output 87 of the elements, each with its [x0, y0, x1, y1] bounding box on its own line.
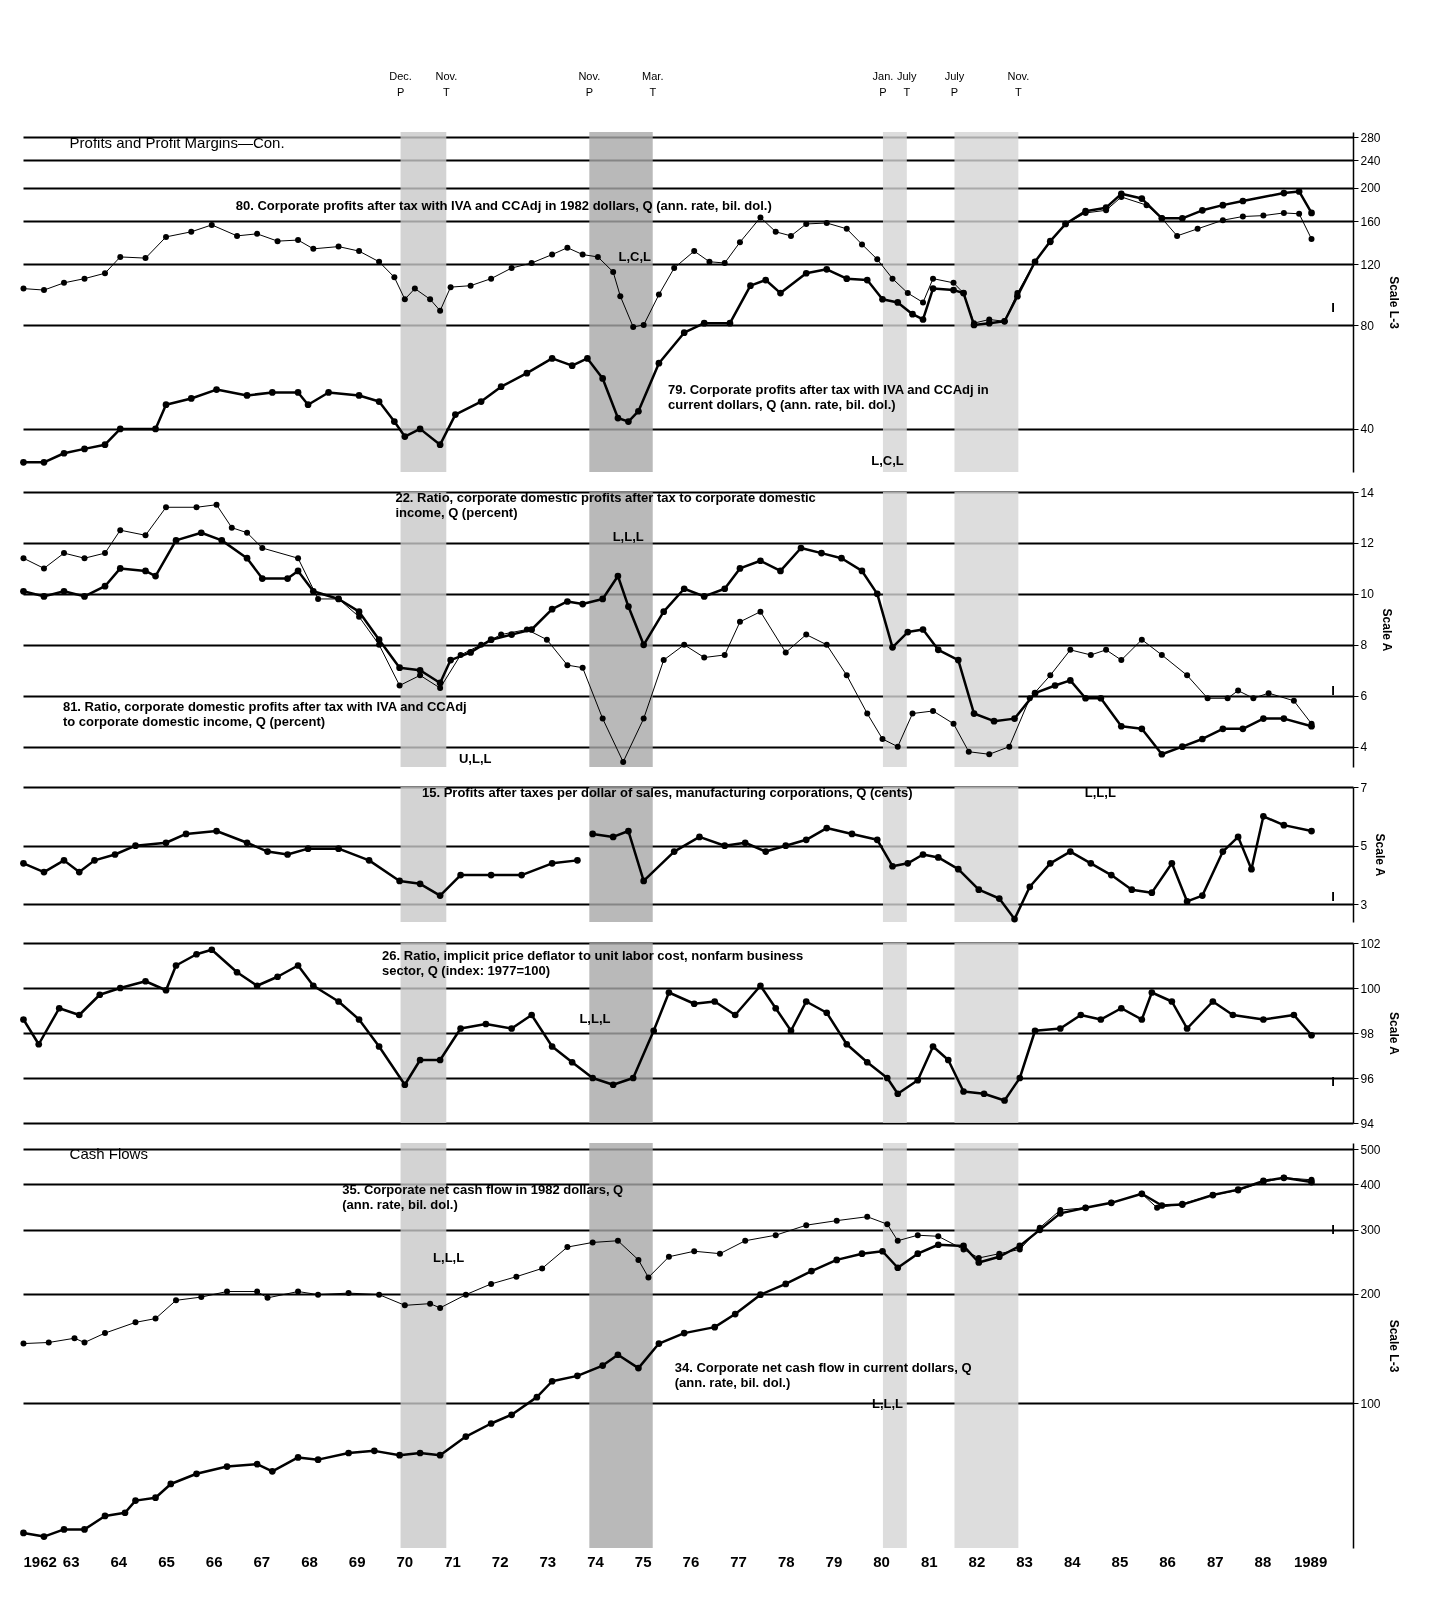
x-tick-label: 65	[158, 1552, 175, 1570]
y-tick-label: 100	[1360, 981, 1381, 996]
annotation: I	[1331, 888, 1335, 904]
text: Mar. T	[642, 69, 664, 98]
y-axis-title: Scale L-3	[1386, 276, 1401, 330]
x-tick-label: 88	[1254, 1552, 1272, 1570]
y-tick-label: 500	[1360, 1142, 1381, 1157]
y-tick-label: 240	[1360, 153, 1381, 168]
x-tick-label: 71	[444, 1552, 461, 1570]
x-tick-label: 72	[491, 1552, 509, 1570]
text: Dec. P	[389, 69, 412, 98]
series-label: 26. Ratio, implicit price deflator to unit labor cost, nonfarm business sector, Q (index: 1977=100)	[382, 948, 804, 979]
x-tick-label: 1989	[1293, 1552, 1328, 1570]
annotation: I	[1331, 682, 1335, 698]
y-tick-label: 160	[1360, 214, 1381, 229]
annotation: L,L,L	[612, 528, 644, 544]
x-tick-label: 68	[301, 1552, 318, 1570]
y-tick-label: 98	[1360, 1026, 1375, 1041]
text: Nov. T	[1007, 69, 1030, 98]
x-tick-label: 85	[1111, 1552, 1129, 1570]
annotation: I	[1331, 300, 1335, 315]
annotation: L,L,L	[871, 1396, 904, 1412]
x-tick-label: 77	[730, 1552, 747, 1570]
annotation: U,L,L	[458, 751, 492, 767]
text: 22. Ratio, corporate domestic profits after tax to corporate domestic income, Q (percent)	[395, 490, 816, 520]
x-tick-label: 87	[1206, 1552, 1224, 1570]
x-tick-label: 64	[110, 1552, 128, 1570]
text: July T	[897, 69, 918, 98]
y-tick-label: 4	[1360, 740, 1368, 755]
x-tick-label: 67	[253, 1552, 271, 1570]
annotation: L,L,L	[433, 1250, 465, 1266]
x-tick-label: 78	[777, 1552, 795, 1570]
y-axis-title: Scale A	[1379, 608, 1394, 652]
x-tick-label: 86	[1159, 1552, 1176, 1570]
annotation: L,L,L	[579, 1011, 611, 1027]
text: Nov. T	[435, 69, 458, 98]
y-tick-label: 200	[1360, 1287, 1381, 1302]
x-tick-label: 73	[539, 1552, 557, 1570]
annotation: L,C,L	[618, 249, 652, 264]
x-tick-label: 69	[348, 1552, 366, 1570]
x-tick-label: 63	[62, 1552, 80, 1570]
y-tick-label: 12	[1360, 536, 1375, 551]
y-axis-title: Scale A	[1386, 1012, 1401, 1056]
y-tick-label: 6	[1360, 689, 1368, 704]
annotation: L,C,L	[871, 453, 904, 468]
text: 81. Ratio, corporate domestic profits after tax with IVA and CCAdj to corporate domestic income, Q (percent)	[62, 699, 467, 729]
x-tick-label: 75	[634, 1552, 652, 1570]
text: Nov. P	[578, 69, 601, 98]
text: Jan. P	[872, 69, 894, 98]
text: 35. Corporate net cash flow in 1982 dollars, Q (ann. rate, bil. dol.)	[342, 1181, 624, 1212]
x-tick-label: 76	[682, 1552, 700, 1570]
x-tick-label: 74	[587, 1552, 605, 1570]
y-tick-label: 120	[1360, 257, 1381, 272]
text: 15. Profits after taxes per dollar of sales, manufacturing corporations, Q (cents)	[422, 785, 913, 800]
x-tick-label: 70	[396, 1552, 414, 1570]
x-tick-label: 1962	[23, 1552, 57, 1570]
y-tick-label: 5	[1360, 839, 1368, 854]
y-tick-label: 10	[1360, 587, 1375, 602]
y-tick-label: 80	[1360, 318, 1375, 333]
y-tick-label: 7	[1360, 780, 1368, 795]
x-tick-label: 84	[1063, 1552, 1082, 1570]
x-tick-label: 82	[968, 1552, 986, 1570]
y-tick-label: 100	[1360, 1396, 1381, 1411]
x-tick-label: 83	[1016, 1552, 1033, 1570]
y-tick-label: 94	[1360, 1116, 1375, 1131]
y-tick-label: 8	[1360, 638, 1368, 653]
x-tick-label: 80	[873, 1552, 890, 1570]
series-label: 79. Corporate profits after tax with IVA and CCAdj in current dollars, Q (ann. rate, bil. dol.)	[668, 381, 989, 412]
y-axis-title: Scale A	[1373, 833, 1388, 877]
y-tick-label: 3	[1360, 897, 1368, 912]
text: July P	[944, 69, 965, 98]
y-axis-title: Scale L-3	[1386, 1319, 1401, 1373]
y-tick-label: 102	[1360, 936, 1381, 951]
y-tick-label: 400	[1360, 1177, 1381, 1192]
y-tick-label: 300	[1360, 1223, 1381, 1238]
series-label: 80. Corporate profits after tax with IVA and CCAdj in 1982 dollars, Q (ann. rate, bil. dol.)	[235, 198, 772, 213]
x-tick-label: 79	[825, 1552, 843, 1570]
y-tick-label: 40	[1360, 422, 1375, 437]
chart-title: Profits and Profit Margins—Con.	[69, 134, 285, 151]
x-tick-label: 66	[205, 1552, 223, 1570]
y-tick-label: 280	[1360, 130, 1381, 145]
y-tick-label: 14	[1360, 485, 1375, 500]
y-tick-label: 96	[1360, 1071, 1375, 1086]
series-label: 34. Corporate net cash flow in current dollars, Q (ann. rate, bil. dol.)	[674, 1359, 972, 1390]
annotation: L,L,L	[1084, 785, 1116, 800]
x-tick-label: 81	[920, 1552, 938, 1570]
y-tick-label: 200	[1360, 181, 1381, 196]
